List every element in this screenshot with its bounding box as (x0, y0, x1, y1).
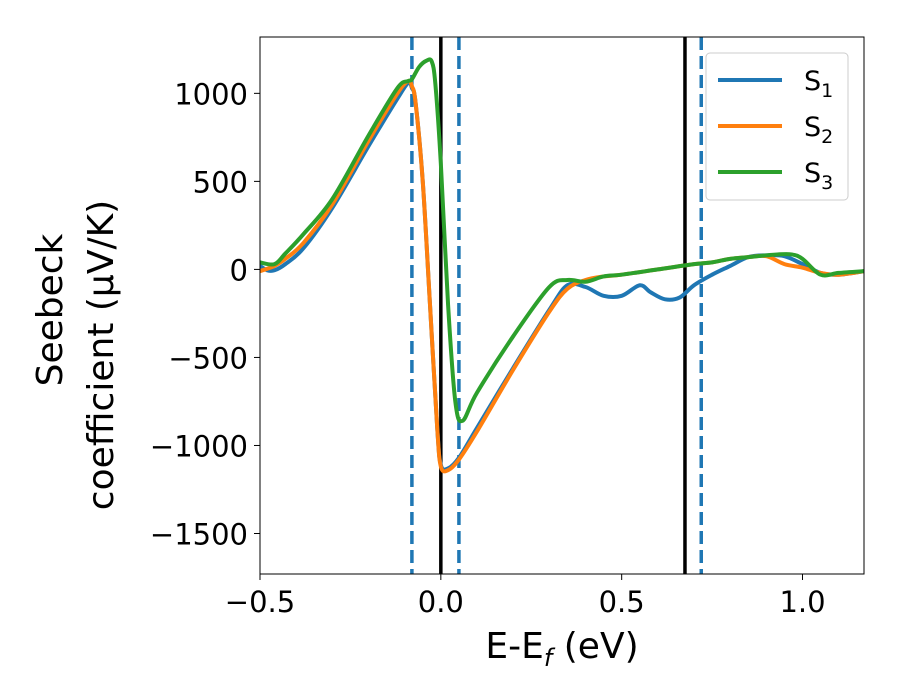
x-axis-label: E-Ef (eV) (485, 626, 638, 672)
y-tick-label: −1500 (150, 518, 248, 552)
legend-label-s2: S2 (804, 112, 833, 148)
y-tick-label: −500 (168, 341, 248, 375)
legend-label-s3: S3 (804, 158, 833, 194)
y-axis-label-line1: Seebeck (30, 233, 71, 386)
y-axis-label-line2: coefficient (μV/K) (81, 200, 122, 510)
plot-frame (259, 36, 865, 575)
legend: S1 S2 S3 (705, 52, 849, 201)
series-lines (260, 57, 864, 474)
x-axis-label-main: E-E (485, 626, 543, 667)
reference-lines (410, 37, 703, 574)
x-tick-label: 0.0 (418, 585, 464, 619)
y-tick-label: 500 (193, 165, 248, 199)
legend-label-s1: S1 (804, 66, 833, 102)
y-tick-label: 0 (230, 253, 248, 287)
x-tick-label: 1.0 (779, 585, 825, 619)
x-tick-label: −0.5 (225, 585, 295, 619)
series-line-s3 (260, 57, 864, 424)
x-axis-label-unit: (eV) (552, 626, 638, 667)
x-tick-label: 0.5 (599, 585, 645, 619)
y-tick-label: 1000 (174, 77, 248, 111)
y-axis-ticks: 1000 500 0 −500 −1000 −1500 (150, 77, 260, 552)
x-axis-ticks: −0.5 0.0 0.5 1.0 (225, 574, 826, 619)
y-tick-label: −1000 (150, 429, 248, 463)
